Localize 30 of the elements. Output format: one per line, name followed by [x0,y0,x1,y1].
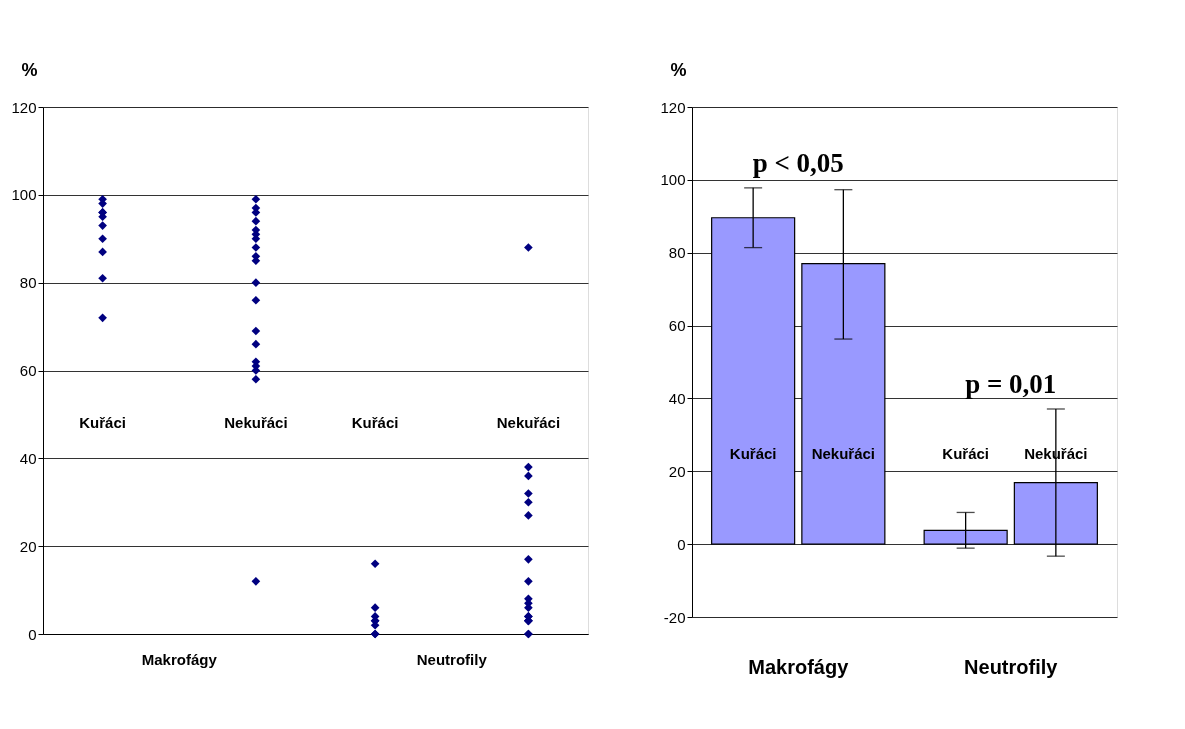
y-tick-label: 0 [28,625,37,643]
y-tick-label: 0 [677,535,686,553]
y-tick-label: 80 [668,244,686,262]
text: Kuřáci [79,414,126,432]
y-tick-label: 40 [19,449,37,467]
y-tick-label: 60 [668,317,686,335]
y-tick-label: 40 [668,389,686,407]
y-tick-label: 20 [668,462,686,480]
series-label: Nekuřáci [811,444,876,462]
x-tick-label: Makrofágy [141,650,218,668]
annotation: p = 0,01 [965,368,1057,399]
y-tick-label: 60 [19,362,37,379]
series-label: Kuřáci [729,444,777,462]
text: Nekuřáci [496,414,561,432]
y-tick-label: 20 [19,537,37,555]
y-axis-title: % [670,59,687,80]
y-axis-title: % [21,59,38,80]
x-tick-label: Neutrofily [416,650,488,668]
text: Kuřáci [351,414,399,432]
text: Nekuřáci [224,414,288,432]
x-tick-label: Makrofágy [748,655,850,678]
y-tick-label: -20 [663,608,686,626]
y-tick-label: 120 [660,98,686,116]
y-tick-label: 100 [11,186,37,204]
y-tick-label: 80 [19,274,37,292]
x-tick-label: Neutrofily [964,655,1059,678]
y-tick-label: 100 [660,171,686,189]
text: Kuřáci [942,444,989,462]
annotation: p < 0,05 [752,147,844,178]
y-tick-label: 120 [11,98,37,116]
